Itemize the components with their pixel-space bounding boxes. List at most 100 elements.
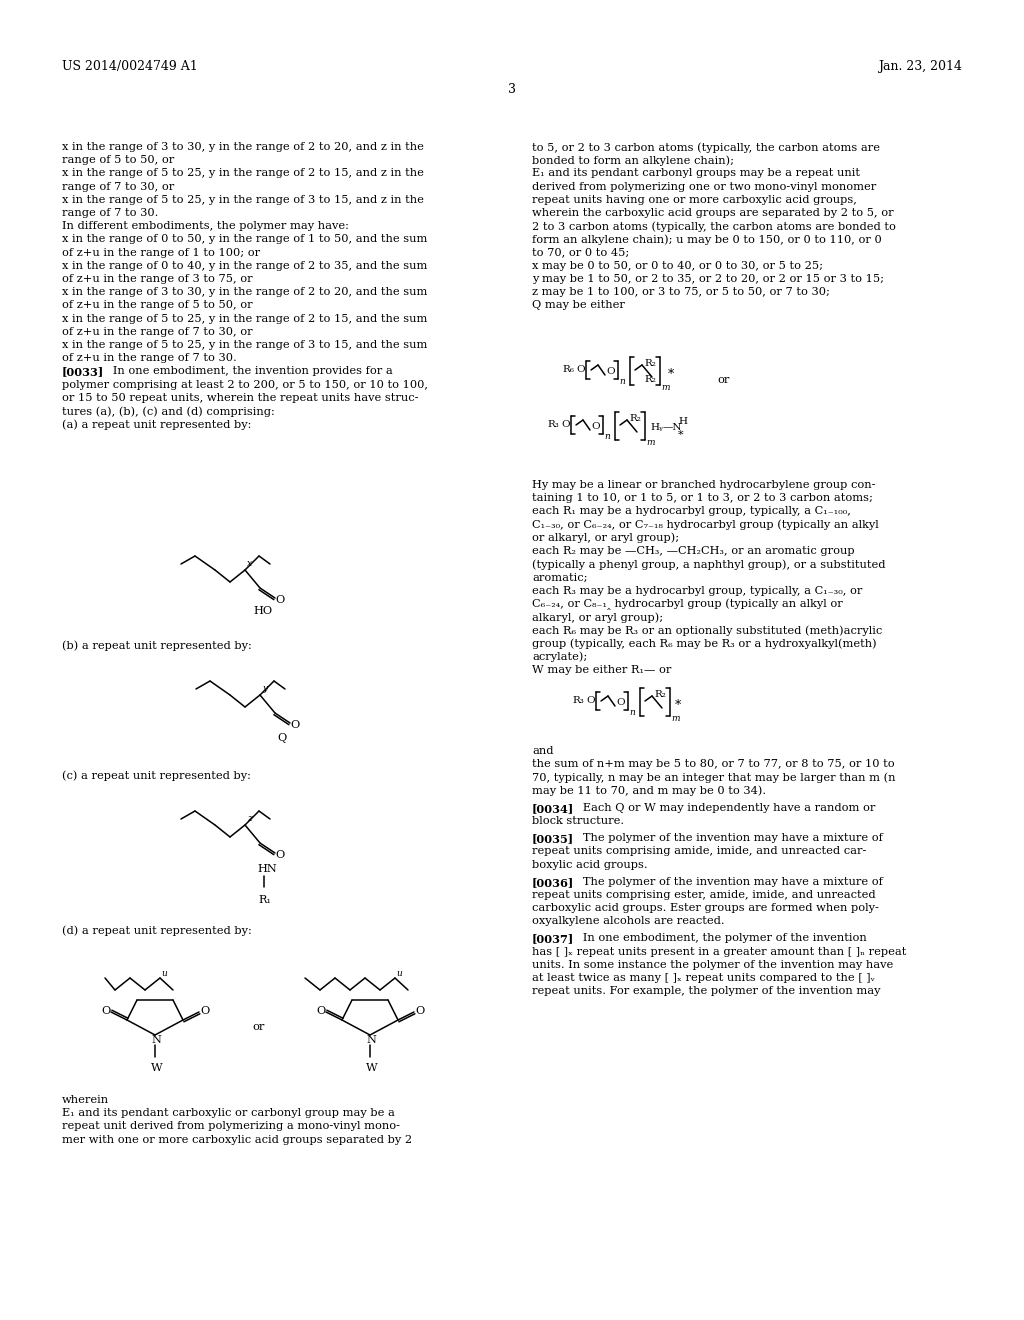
Text: range of 7 to 30, or: range of 7 to 30, or (62, 182, 174, 191)
Text: n: n (618, 378, 625, 385)
Text: or: or (717, 375, 729, 385)
Text: R₂: R₂ (644, 359, 656, 368)
Text: range of 7 to 30.: range of 7 to 30. (62, 209, 159, 218)
Text: form an alkylene chain); u may be 0 to 150, or 0 to 110, or 0: form an alkylene chain); u may be 0 to 1… (532, 235, 882, 246)
Text: carboxylic acid groups. Ester groups are formed when poly-: carboxylic acid groups. Ester groups are… (532, 903, 879, 913)
Text: each R₁ may be a hydrocarbyl group, typically, a C₁₋₁₀₀,: each R₁ may be a hydrocarbyl group, typi… (532, 507, 851, 516)
Text: O: O (200, 1006, 209, 1016)
Text: Q: Q (278, 733, 287, 743)
Text: each R₆ may be R₃ or an optionally substituted (meth)acrylic: each R₆ may be R₃ or an optionally subst… (532, 626, 883, 636)
Text: m: m (671, 714, 680, 723)
Text: mer with one or more carboxylic acid groups separated by 2: mer with one or more carboxylic acid gro… (62, 1135, 412, 1144)
Text: W may be either R₁— or: W may be either R₁— or (532, 665, 672, 675)
Text: x in the range of 0 to 50, y in the range of 1 to 50, and the sum: x in the range of 0 to 50, y in the rang… (62, 235, 427, 244)
Text: O: O (316, 1006, 326, 1016)
Text: C₆₋₂₄, or C₈₋₁‸ hydrocarbyl group (typically an alkyl or: C₆₋₂₄, or C₈₋₁‸ hydrocarbyl group (typic… (532, 599, 843, 610)
Text: x in the range of 5 to 25, y in the range of 3 to 15, and the sum: x in the range of 5 to 25, y in the rang… (62, 341, 427, 350)
Text: (a) a repeat unit represented by:: (a) a repeat unit represented by: (62, 420, 251, 430)
Text: R₂: R₂ (644, 375, 656, 384)
Text: x in the range of 3 to 30, y in the range of 2 to 20, and the sum: x in the range of 3 to 30, y in the rang… (62, 288, 427, 297)
Text: wherein the carboxylic acid groups are separated by 2 to 5, or: wherein the carboxylic acid groups are s… (532, 209, 894, 218)
Text: has [ ]ₓ repeat units present in a greater amount than [ ]ₙ repeat: has [ ]ₓ repeat units present in a great… (532, 946, 906, 957)
Text: Each Q or W may independently have a random or: Each Q or W may independently have a ran… (572, 803, 876, 813)
Text: *: * (668, 368, 674, 381)
Text: and: and (532, 746, 554, 756)
Text: or 15 to 50 repeat units, wherein the repeat units have struc-: or 15 to 50 repeat units, wherein the re… (62, 393, 419, 403)
Text: of z+u in the range of 1 to 100; or: of z+u in the range of 1 to 100; or (62, 248, 260, 257)
Text: oxyalkylene alcohols are reacted.: oxyalkylene alcohols are reacted. (532, 916, 725, 927)
Text: *: * (678, 430, 684, 440)
Text: at least twice as many [ ]ₓ repeat units compared to the [ ]ᵥ: at least twice as many [ ]ₓ repeat units… (532, 973, 874, 983)
Text: the sum of n+m may be 5 to 80, or 7 to 77, or 8 to 75, or 10 to: the sum of n+m may be 5 to 80, or 7 to 7… (532, 759, 895, 770)
Text: u: u (161, 969, 167, 978)
Text: In different embodiments, the polymer may have:: In different embodiments, the polymer ma… (62, 222, 349, 231)
Text: bonded to form an alkylene chain);: bonded to form an alkylene chain); (532, 156, 734, 166)
Text: x may be 0 to 50, or 0 to 40, or 0 to 30, or 5 to 25;: x may be 0 to 50, or 0 to 40, or 0 to 30… (532, 261, 823, 271)
Text: Hy may be a linear or branched hydrocarbylene group con-: Hy may be a linear or branched hydrocarb… (532, 480, 876, 490)
Text: [0037]: [0037] (532, 933, 574, 944)
Text: taining 1 to 10, or 1 to 5, or 1 to 3, or 2 to 3 carbon atoms;: taining 1 to 10, or 1 to 5, or 1 to 3, o… (532, 494, 872, 503)
Text: acrylate);: acrylate); (532, 652, 587, 663)
Text: R₂: R₂ (654, 690, 666, 700)
Text: x in the range of 5 to 25, y in the range of 2 to 15, and the sum: x in the range of 5 to 25, y in the rang… (62, 314, 427, 323)
Text: 3: 3 (508, 83, 516, 96)
Text: wherein: wherein (62, 1096, 110, 1105)
Text: O: O (591, 422, 600, 432)
Text: x in the range of 5 to 25, y in the range of 3 to 15, and z in the: x in the range of 5 to 25, y in the rang… (62, 195, 424, 205)
Text: O: O (616, 698, 625, 708)
Text: y: y (262, 684, 267, 693)
Text: O: O (586, 696, 595, 705)
Text: repeat units comprising amide, imide, and unreacted car-: repeat units comprising amide, imide, an… (532, 846, 866, 857)
Text: y may be 1 to 50, or 2 to 35, or 2 to 20, or 2 or 15 or 3 to 15;: y may be 1 to 50, or 2 to 35, or 2 to 20… (532, 275, 884, 284)
Text: to 70, or 0 to 45;: to 70, or 0 to 45; (532, 248, 630, 257)
Text: to 5, or 2 to 3 carbon atoms (typically, the carbon atoms are: to 5, or 2 to 3 carbon atoms (typically,… (532, 143, 880, 153)
Text: repeat units. For example, the polymer of the invention may: repeat units. For example, the polymer o… (532, 986, 881, 997)
Text: O: O (101, 1006, 111, 1016)
Text: u: u (396, 969, 401, 978)
Text: group (typically, each R₆ may be R₃ or a hydroxyalkyl(meth): group (typically, each R₆ may be R₃ or a… (532, 639, 877, 649)
Text: R₁: R₁ (258, 895, 271, 906)
Text: E₁ and its pendant carbonyl groups may be a repeat unit: E₁ and its pendant carbonyl groups may b… (532, 169, 860, 178)
Text: In one embodiment, the invention provides for a: In one embodiment, the invention provide… (102, 367, 393, 376)
Text: Hᵧ: Hᵧ (650, 422, 663, 432)
Text: Jan. 23, 2014: Jan. 23, 2014 (878, 59, 962, 73)
Text: [0035]: [0035] (532, 833, 574, 843)
Text: O: O (561, 420, 569, 429)
Text: range of 5 to 50, or: range of 5 to 50, or (62, 156, 174, 165)
Text: HN: HN (257, 865, 276, 874)
Text: z may be 1 to 100, or 3 to 75, or 5 to 50, or 7 to 30;: z may be 1 to 100, or 3 to 75, or 5 to 5… (532, 288, 829, 297)
Text: m: m (646, 438, 654, 447)
Text: (d) a repeat unit represented by:: (d) a repeat unit represented by: (62, 925, 252, 936)
Text: In one embodiment, the polymer of the invention: In one embodiment, the polymer of the in… (572, 933, 866, 944)
Text: may be 11 to 70, and m may be 0 to 34).: may be 11 to 70, and m may be 0 to 34). (532, 785, 766, 796)
Text: O: O (606, 367, 614, 376)
Text: N: N (366, 1035, 376, 1045)
Text: repeat unit derived from polymerizing a mono-vinyl mono-: repeat unit derived from polymerizing a … (62, 1122, 400, 1131)
Text: units. In some instance the polymer of the invention may have: units. In some instance the polymer of t… (532, 960, 893, 970)
Text: aromatic;: aromatic; (532, 573, 588, 582)
Text: 2 to 3 carbon atoms (typically, the carbon atoms are bonded to: 2 to 3 carbon atoms (typically, the carb… (532, 222, 896, 232)
Text: derived from polymerizing one or two mono-vinyl monomer: derived from polymerizing one or two mon… (532, 182, 877, 191)
Text: x in the range of 0 to 40, y in the range of 2 to 35, and the sum: x in the range of 0 to 40, y in the rang… (62, 261, 427, 271)
Text: The polymer of the invention may have a mixture of: The polymer of the invention may have a … (572, 833, 883, 843)
Text: block structure.: block structure. (532, 816, 624, 826)
Text: [0033]: [0033] (62, 367, 104, 378)
Text: tures (a), (b), (c) and (d) comprising:: tures (a), (b), (c) and (d) comprising: (62, 407, 274, 417)
Text: *: * (675, 700, 681, 711)
Text: O: O (290, 719, 299, 730)
Text: C₁₋₃₀, or C₆₋₂₄, or C₇₋₁₈ hydrocarbyl group (typically an alkyl: C₁₋₃₀, or C₆₋₂₄, or C₇₋₁₈ hydrocarbyl gr… (532, 520, 879, 531)
Text: [0034]: [0034] (532, 803, 574, 813)
Text: R₆: R₆ (562, 366, 573, 374)
Text: O: O (575, 366, 585, 374)
Text: US 2014/0024749 A1: US 2014/0024749 A1 (62, 59, 198, 73)
Text: O: O (275, 850, 285, 861)
Text: [0036]: [0036] (532, 876, 574, 887)
Text: N: N (151, 1035, 161, 1045)
Text: 70, typically, n may be an integer that may be larger than m (n: 70, typically, n may be an integer that … (532, 772, 896, 783)
Text: m: m (662, 383, 670, 392)
Text: R₃: R₃ (547, 420, 559, 429)
Text: of z+u in the range of 5 to 50, or: of z+u in the range of 5 to 50, or (62, 301, 253, 310)
Text: (typically a phenyl group, a naphthyl group), or a substituted: (typically a phenyl group, a naphthyl gr… (532, 560, 886, 570)
Text: of z+u in the range of 7 to 30, or: of z+u in the range of 7 to 30, or (62, 327, 253, 337)
Text: n: n (604, 432, 609, 441)
